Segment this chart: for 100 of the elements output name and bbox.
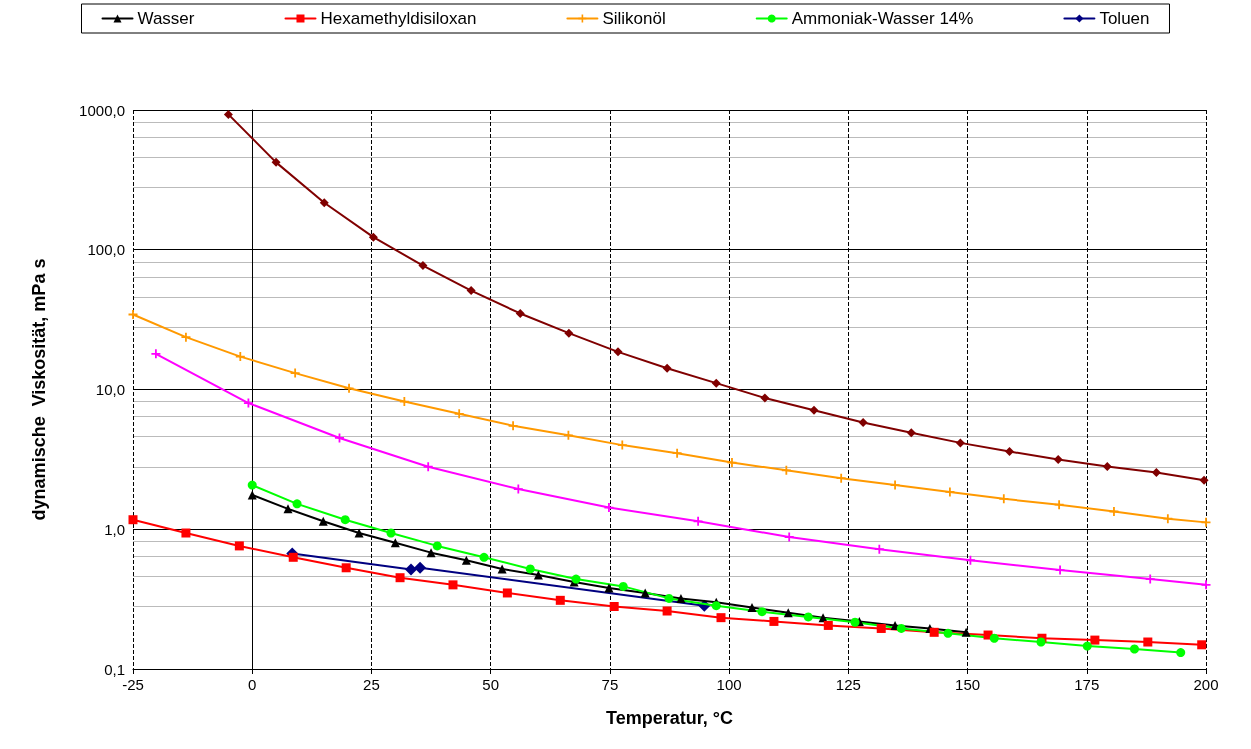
point: [1143, 637, 1153, 647]
point: [283, 504, 293, 514]
point: [292, 499, 302, 509]
point: [502, 588, 512, 598]
point: [1197, 640, 1207, 650]
point: [234, 541, 244, 551]
x-tick-label: -25: [122, 676, 144, 693]
point: [945, 487, 955, 497]
point: [368, 232, 378, 242]
point: [955, 438, 965, 448]
point: [533, 570, 543, 580]
point: [1102, 462, 1112, 472]
point: [662, 363, 672, 373]
point: [1163, 514, 1173, 524]
point: [662, 606, 672, 616]
point: [564, 328, 574, 338]
point: [716, 613, 726, 623]
point: [1036, 637, 1046, 647]
point: [340, 515, 350, 525]
point: [1201, 517, 1211, 527]
legend-label: Hexamethyldisiloxan: [320, 9, 477, 28]
point: [454, 409, 464, 419]
point: [693, 516, 703, 526]
point: [414, 561, 427, 574]
legend-label: Ammoniak-Wasser 14%: [791, 9, 974, 28]
x-axis-title: Temperatur, °C: [606, 708, 733, 728]
point: [609, 602, 619, 612]
y-tick-label: 1,0: [104, 520, 125, 538]
point: [803, 612, 813, 622]
point: [961, 627, 971, 637]
x-tick-label: 25: [363, 676, 380, 693]
point: [479, 552, 489, 562]
y-tick-label: 1000,0: [79, 101, 125, 119]
point: [876, 623, 886, 633]
point: [513, 484, 523, 494]
point: [423, 462, 433, 472]
x-tick-label: 100: [716, 676, 742, 693]
point: [318, 516, 328, 526]
legend-label: Toluen: [1099, 9, 1150, 28]
point: [515, 308, 525, 318]
point: [448, 580, 458, 590]
point: [1145, 574, 1155, 584]
y-tick-label: 100,0: [87, 241, 125, 259]
x-tick-label: 200: [1193, 676, 1219, 693]
point: [676, 593, 686, 603]
point: [781, 465, 791, 475]
point: [823, 620, 833, 630]
point: [341, 563, 351, 573]
point: [466, 286, 476, 296]
x-tick-label: 0: [248, 676, 257, 693]
point: [760, 393, 770, 403]
point: [858, 418, 868, 428]
point: [809, 405, 819, 415]
point: [617, 440, 627, 450]
point: [896, 623, 906, 633]
point: [999, 494, 1009, 504]
point: [1054, 500, 1064, 510]
x-tick-label: 50: [482, 676, 500, 693]
point: [943, 628, 953, 638]
y-tick-label: 0,1: [104, 660, 125, 678]
point: [784, 532, 794, 542]
point: [432, 541, 442, 551]
point: [1201, 580, 1211, 590]
point: [850, 617, 860, 627]
point: [989, 633, 999, 643]
point: [672, 448, 682, 458]
point: [818, 613, 828, 623]
point: [288, 552, 298, 562]
point: [929, 627, 939, 637]
y-tick-label: 10,0: [95, 381, 125, 398]
x-tick-label: 75: [601, 676, 619, 693]
point: [836, 473, 846, 483]
point: [395, 573, 405, 583]
point: [890, 480, 900, 490]
point: [1151, 467, 1161, 477]
point: [757, 607, 767, 617]
point: [664, 593, 674, 603]
x-tick-label: 150: [955, 676, 981, 693]
point: [1129, 644, 1139, 654]
point: [613, 347, 623, 357]
x-tick-label: 175: [1074, 676, 1100, 693]
point: [508, 421, 518, 431]
y-axis-title: dynamische Viskosität, mPa s: [29, 258, 49, 521]
point: [555, 595, 565, 605]
point: [354, 528, 364, 538]
point: [181, 528, 191, 538]
point: [1176, 648, 1186, 658]
point: [426, 548, 436, 558]
point: [747, 603, 757, 613]
point: [618, 581, 628, 591]
point: [769, 616, 779, 626]
point: [1005, 447, 1015, 457]
point: [711, 601, 721, 611]
point: [344, 383, 354, 393]
point: [290, 368, 300, 378]
point: [1199, 475, 1209, 485]
point: [711, 378, 721, 388]
point: [1055, 565, 1065, 575]
point: [181, 332, 191, 342]
point: [461, 555, 471, 565]
